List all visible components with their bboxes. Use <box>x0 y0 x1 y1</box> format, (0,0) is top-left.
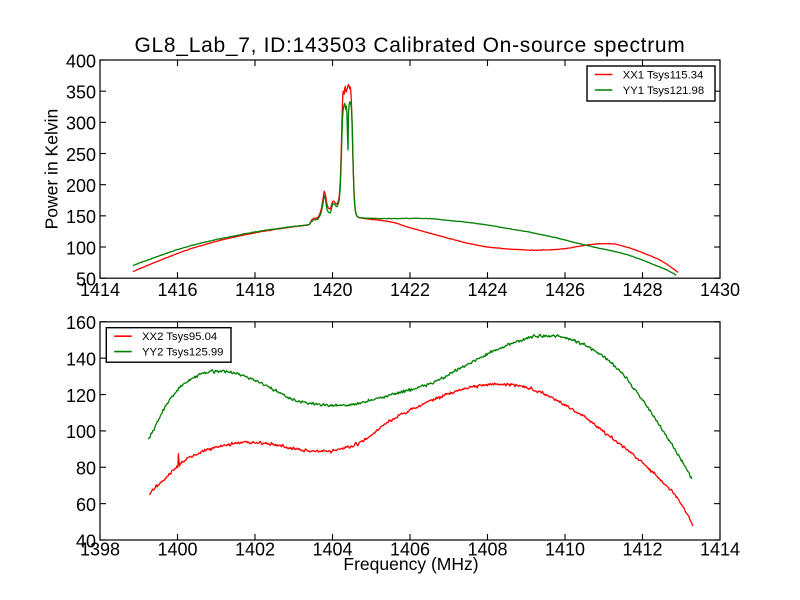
svg-text:250: 250 <box>66 145 96 165</box>
svg-text:1424: 1424 <box>467 280 507 300</box>
svg-text:140: 140 <box>66 350 96 370</box>
svg-text:1398: 1398 <box>80 540 120 560</box>
svg-text:1416: 1416 <box>157 280 197 300</box>
svg-text:XX1 Tsys115.34: XX1 Tsys115.34 <box>623 69 704 81</box>
svg-text:350: 350 <box>66 83 96 103</box>
svg-text:1400: 1400 <box>157 540 197 560</box>
svg-text:Power in Kelvin: Power in Kelvin <box>42 109 62 230</box>
svg-text:60: 60 <box>76 495 96 515</box>
svg-text:1414: 1414 <box>80 280 120 300</box>
svg-text:100: 100 <box>66 422 96 442</box>
svg-text:1418: 1418 <box>235 280 275 300</box>
svg-text:1430: 1430 <box>700 280 740 300</box>
svg-text:1422: 1422 <box>390 280 430 300</box>
svg-text:1408: 1408 <box>467 540 507 560</box>
svg-text:1428: 1428 <box>622 280 662 300</box>
svg-text:80: 80 <box>76 459 96 479</box>
svg-text:150: 150 <box>66 207 96 227</box>
svg-text:1420: 1420 <box>312 280 352 300</box>
svg-text:120: 120 <box>66 386 96 406</box>
svg-text:1402: 1402 <box>235 540 275 560</box>
svg-text:40: 40 <box>76 531 96 551</box>
svg-text:200: 200 <box>66 176 96 196</box>
svg-text:GL8_Lab_7, ID:143503 Calibrate: GL8_Lab_7, ID:143503 Calibrated On-sourc… <box>135 34 686 57</box>
svg-text:YY1 Tsys121.98: YY1 Tsys121.98 <box>623 85 704 97</box>
svg-text:1406: 1406 <box>390 540 430 560</box>
svg-text:1426: 1426 <box>545 280 585 300</box>
svg-text:1414: 1414 <box>700 540 740 560</box>
svg-text:300: 300 <box>66 114 96 134</box>
svg-text:YY2 Tsys125.99: YY2 Tsys125.99 <box>142 346 223 358</box>
svg-text:160: 160 <box>66 313 96 333</box>
svg-text:Frequency (MHz): Frequency (MHz) <box>343 554 478 574</box>
svg-text:100: 100 <box>66 238 96 258</box>
svg-text:1410: 1410 <box>545 540 585 560</box>
svg-text:XX2 Tsys95.04: XX2 Tsys95.04 <box>142 331 217 343</box>
svg-text:400: 400 <box>66 51 96 71</box>
svg-text:50: 50 <box>76 270 96 290</box>
svg-text:1412: 1412 <box>622 540 662 560</box>
svg-text:1404: 1404 <box>312 540 352 560</box>
